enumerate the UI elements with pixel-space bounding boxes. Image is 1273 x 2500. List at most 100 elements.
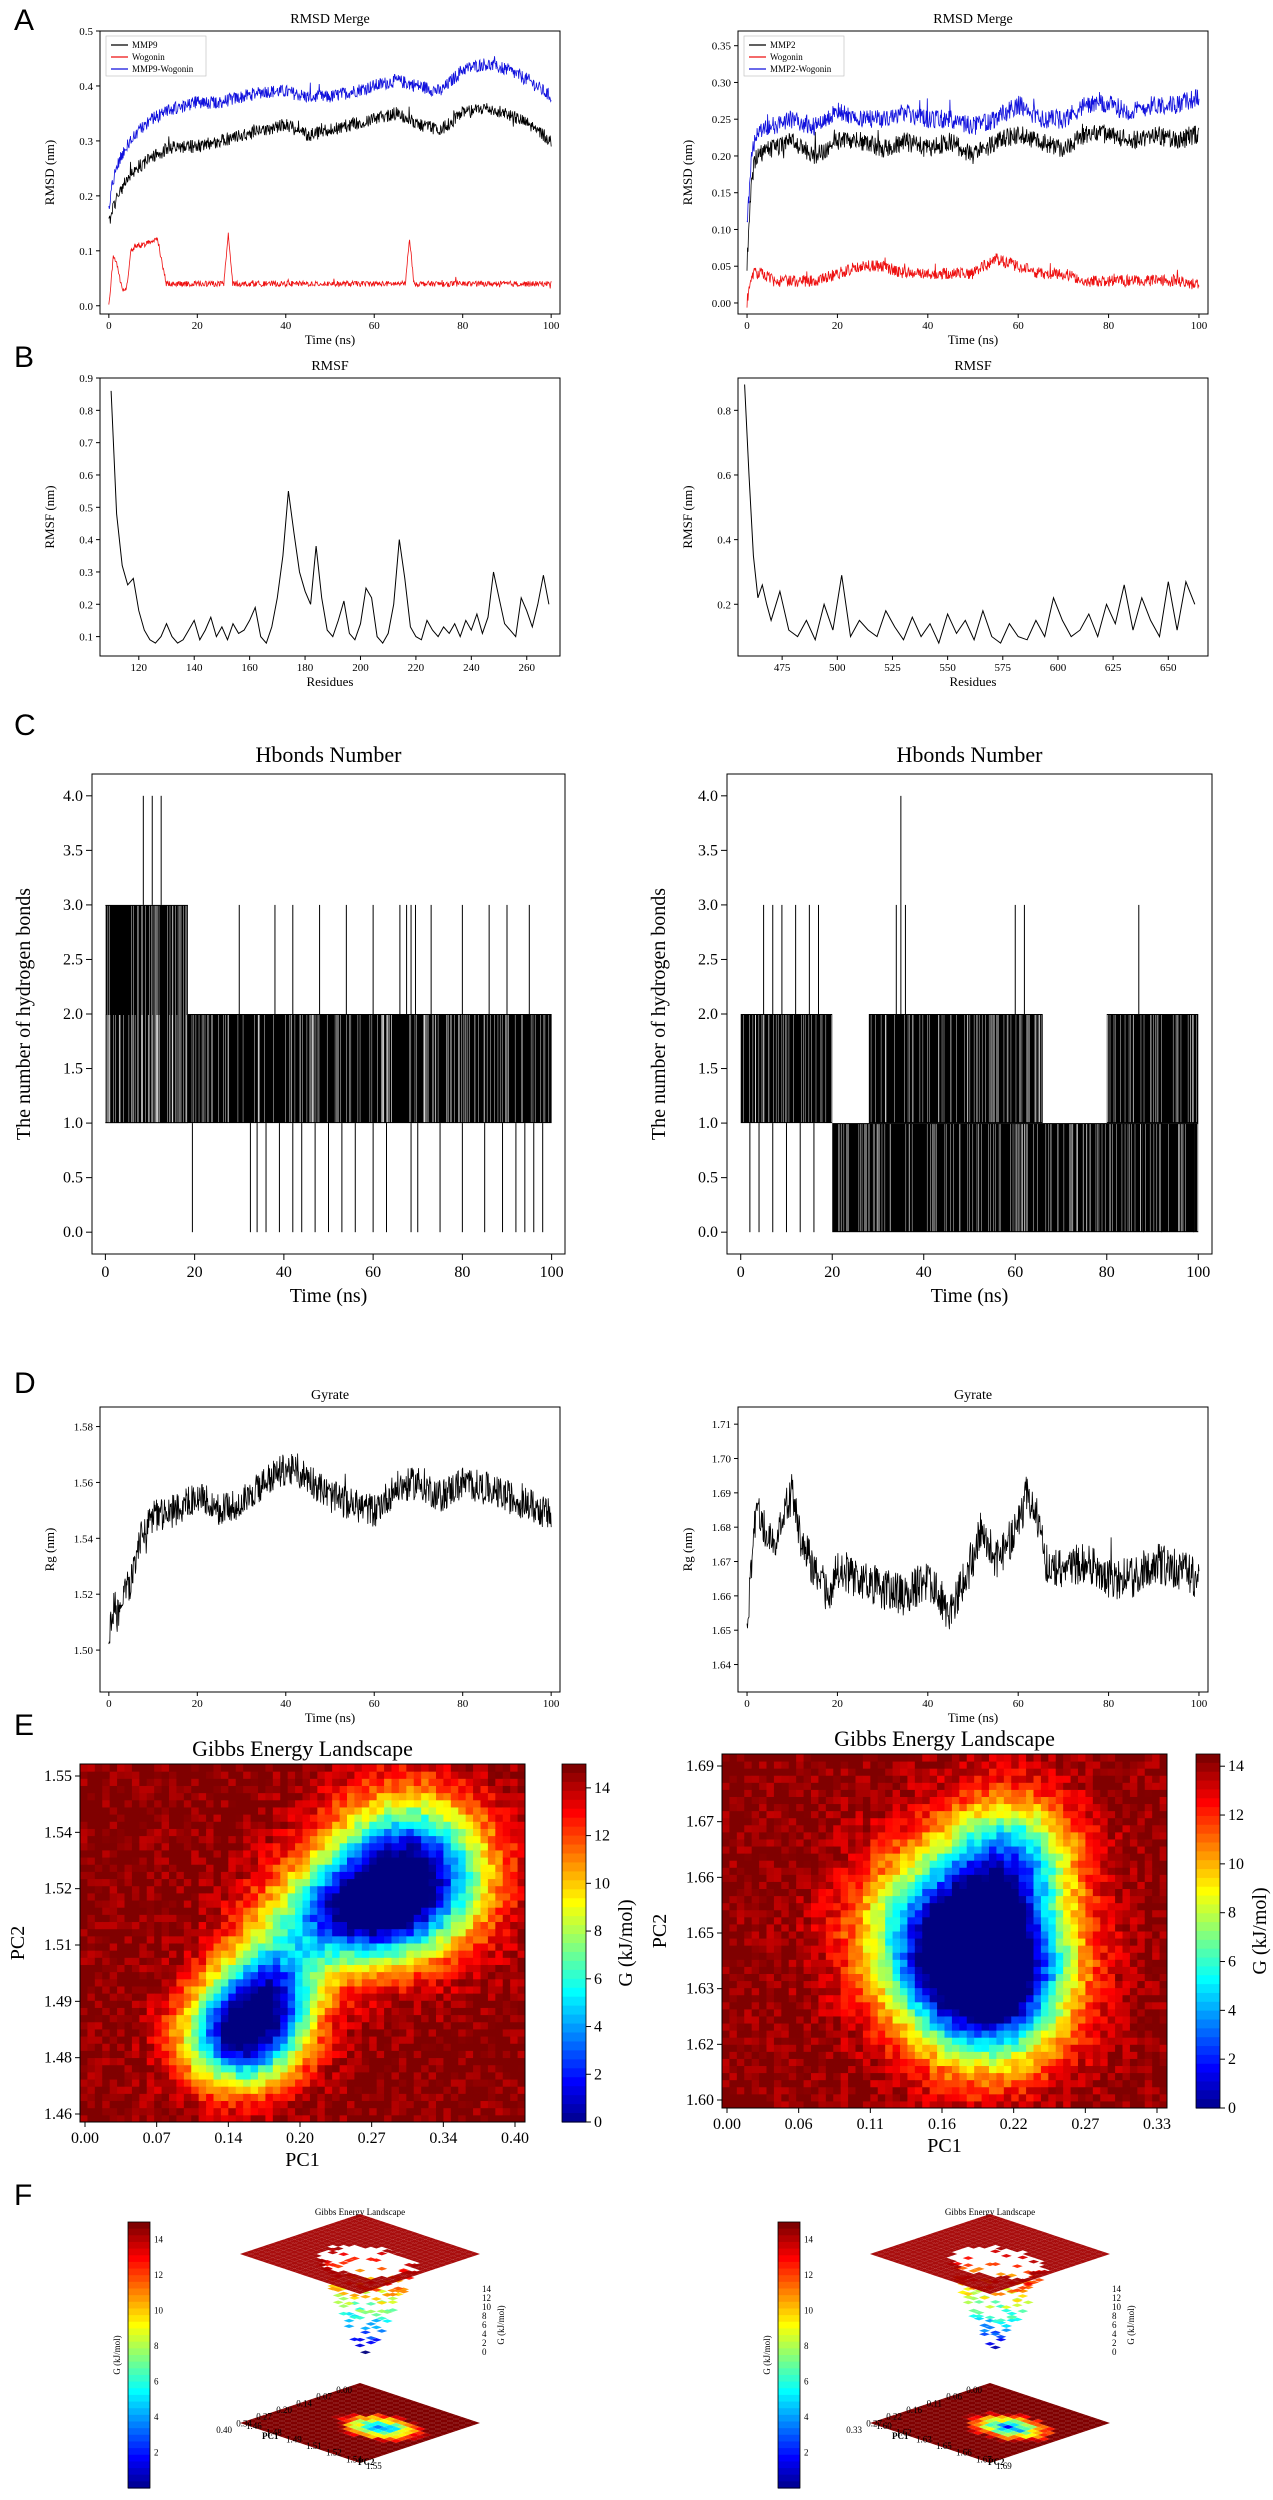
heatmap-cell [803, 1931, 812, 1939]
heatmap-cell [788, 1817, 797, 1826]
heatmap-cell [361, 2028, 370, 2037]
heatmap-cell [773, 1867, 782, 1875]
heatmap-cell [862, 1775, 871, 1783]
heatmap-cell [421, 2028, 430, 2037]
heatmap-cell [458, 1928, 467, 1937]
heatmap-cell [317, 2114, 326, 2123]
heatmap-cell [183, 2014, 192, 2023]
heatmap-cell [877, 1938, 886, 1946]
heatmap-cell [243, 1835, 252, 1844]
heatmap-cell [384, 1885, 392, 1894]
heatmap-cell [450, 2043, 459, 2051]
heatmap-cell [287, 1971, 296, 1980]
heatmap-cell [361, 1799, 370, 1808]
heatmap-cell [391, 1921, 400, 1930]
heatmap-cell [258, 2021, 266, 2030]
heatmap-cell [788, 2072, 797, 2081]
heatmap-cell [751, 1824, 760, 1833]
heatmap-cell [235, 1935, 244, 1944]
heatmap-cell [788, 2001, 797, 2010]
heatmap-cell [398, 2000, 407, 2008]
heatmap-cell [339, 1821, 348, 1829]
heatmap-cell [391, 2114, 400, 2123]
heatmap-cell [250, 1828, 259, 1837]
heatmap-cell [154, 1835, 163, 1844]
heatmap-cell [228, 2050, 237, 2059]
heatmap-cell [811, 1895, 819, 1904]
colorbar-segment [562, 1764, 586, 1774]
heatmap-cell [862, 2100, 871, 2109]
heatmap-cell [258, 2093, 266, 2102]
heatmap-cell [339, 1964, 348, 1973]
heatmap-cell [347, 2100, 355, 2109]
heatmap-cell [354, 2057, 363, 2066]
heatmap-cell [722, 2023, 730, 2031]
heatmap-cell [443, 1985, 452, 1994]
heatmap-cell [354, 1771, 363, 1779]
heatmap-cell [94, 1842, 103, 1851]
heatmap-cell [183, 2086, 192, 2094]
heatmap-cell [258, 1764, 266, 1772]
heatmap-cell [818, 2058, 827, 2067]
heatmap-cell [428, 1971, 437, 1980]
heatmap-cell [309, 1849, 318, 1858]
heatmap-cell [487, 1799, 496, 1808]
heatmap-cell [759, 1768, 767, 1776]
heatmap-cell [443, 2014, 452, 2023]
heatmap-cell [480, 2028, 489, 2037]
heatmap-cell [146, 1778, 155, 1786]
heatmap-cell [354, 1864, 363, 1872]
heatmap-cell [228, 1835, 237, 1844]
heatmap-cell [80, 1828, 88, 1837]
heatmap-cell [347, 2028, 355, 2037]
heatmap-cell [87, 1864, 96, 1872]
heatmap-cell [510, 1821, 519, 1829]
heatmap-cell [510, 2007, 519, 2016]
heatmap-cell [235, 2014, 244, 2023]
heatmap-cell [176, 1764, 185, 1772]
heatmap-cell [139, 1857, 148, 1865]
heatmap-cell [102, 1935, 111, 1944]
heatmap-cell [744, 1775, 753, 1783]
y-tick-label: 3.5 [63, 842, 83, 859]
heatmap-cell [413, 1849, 422, 1858]
heatmap-cell [161, 2028, 170, 2037]
heatmap-cell [235, 2071, 244, 2080]
y-tick-label: 2.0 [63, 1006, 83, 1023]
heatmap-cell [117, 1849, 125, 1858]
heatmap-cell [450, 1978, 459, 1987]
heatmap-cell [803, 1817, 812, 1826]
heatmap-cell [870, 1987, 879, 1996]
heatmap-cell [302, 2100, 311, 2109]
heatmap-cell [398, 1771, 407, 1779]
heatmap-cell [191, 2057, 200, 2066]
heatmap-cell [413, 2093, 422, 2102]
heatmap-cell [324, 2021, 333, 2030]
heatmap-cell [87, 1985, 96, 1994]
heatmap-cell [235, 1950, 244, 1958]
heatmap-cell [80, 1785, 88, 1794]
heatmap-cell [502, 1892, 511, 1901]
heatmap-cell [250, 1935, 259, 1944]
heatmap-cell [848, 2023, 856, 2031]
heatmap-cell [354, 1957, 363, 1965]
x-tick-label: 40 [276, 1264, 292, 1281]
heatmap-cell [517, 2071, 526, 2080]
heatmap-cell [213, 2000, 222, 2008]
heatmap-cell [766, 1980, 775, 1989]
heatmap-cell [436, 1921, 444, 1930]
heatmap-cell [398, 1914, 407, 1923]
heatmap-cell [436, 1985, 444, 1994]
heatmap-cell [302, 1943, 311, 1951]
heatmap-cell [729, 1796, 738, 1805]
heatmap-cell [361, 2014, 370, 2023]
heatmap-cell [309, 1778, 318, 1786]
heatmap-cell [766, 1874, 775, 1882]
heatmap-cell [361, 1993, 370, 2001]
heatmap-cell [206, 2043, 214, 2051]
heatmap-cell [347, 2107, 355, 2116]
heatmap-cell [855, 2079, 864, 2088]
heatmap-cell [309, 1785, 318, 1794]
heatmap-cell [825, 1810, 834, 1819]
x-tick-label: 140 [186, 662, 203, 674]
